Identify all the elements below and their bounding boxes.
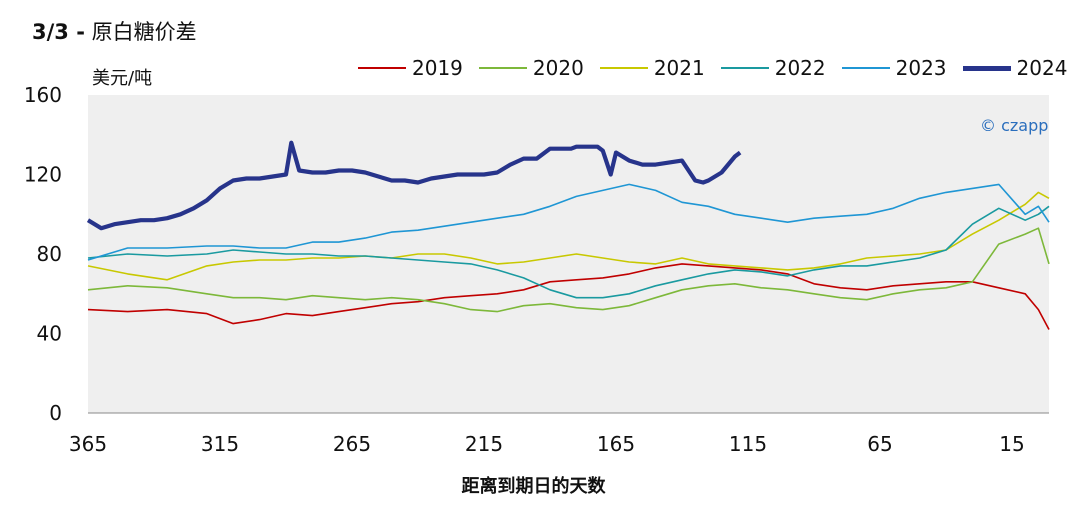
legend-swatch [478, 67, 527, 69]
x-tick-label: 115 [729, 432, 767, 456]
chart-legend: 2019 2020 2021 2022 2023 2024 [358, 56, 1067, 80]
plot-area [88, 95, 1049, 413]
legend-label: 2023 [895, 56, 947, 80]
series-line-2024 [86, 140, 742, 231]
legend-item-2020: 2020 [478, 56, 584, 80]
x-tick-label: 365 [69, 432, 107, 456]
legend-swatch [841, 67, 890, 69]
legend-item-2022: 2022 [720, 56, 826, 80]
series-line-2023 [87, 183, 1050, 261]
legend-item-2021: 2021 [599, 56, 705, 80]
legend-swatch [358, 67, 406, 69]
y-tick-label: 120 [24, 163, 62, 187]
series-line-2021 [87, 191, 1050, 281]
series-line-2020 [87, 227, 1050, 313]
czapp-logo: © czapp [980, 116, 1049, 135]
legend-label: 2024 [1016, 56, 1067, 80]
x-axis-title: 距离到期日的天数 [461, 476, 606, 497]
y-tick-label: 80 [37, 242, 62, 266]
series-line-2019 [87, 263, 1050, 330]
y-axis-unit-label: 美元/吨 [92, 68, 153, 89]
legend-item-2019: 2019 [358, 56, 463, 80]
x-tick-label: 165 [597, 432, 635, 456]
legend-label: 2019 [412, 56, 463, 80]
legend-item-2024: 2024 [962, 56, 1067, 80]
legend-swatch [599, 67, 648, 69]
y-tick-label: 0 [49, 401, 62, 425]
legend-label: 2022 [774, 56, 826, 80]
y-axis-ticks: 0 40 80 120 160 [24, 83, 62, 425]
chart-title-number: 3/3 - [32, 20, 85, 44]
legend-swatch [962, 65, 1011, 71]
y-tick-label: 40 [37, 322, 62, 346]
x-tick-label: 265 [333, 432, 371, 456]
chart-title-text: 原白糖价差 [91, 20, 197, 44]
x-tick-label: 65 [867, 432, 892, 456]
x-tick-label: 315 [201, 432, 239, 456]
legend-item-2023: 2023 [841, 56, 947, 80]
chart-title: 3/3 - 原白糖价差 [32, 16, 197, 46]
y-tick-label: 160 [24, 83, 62, 107]
x-tick-label: 15 [999, 432, 1024, 456]
legend-label: 2020 [532, 56, 584, 80]
series-lines [86, 140, 1050, 330]
legend-label: 2021 [653, 56, 705, 80]
x-axis-ticks: 365 315 265 215 165 115 65 15 [69, 432, 1025, 456]
legend-swatch [720, 67, 769, 69]
x-tick-label: 215 [465, 432, 503, 456]
series-line-2022 [87, 205, 1050, 299]
